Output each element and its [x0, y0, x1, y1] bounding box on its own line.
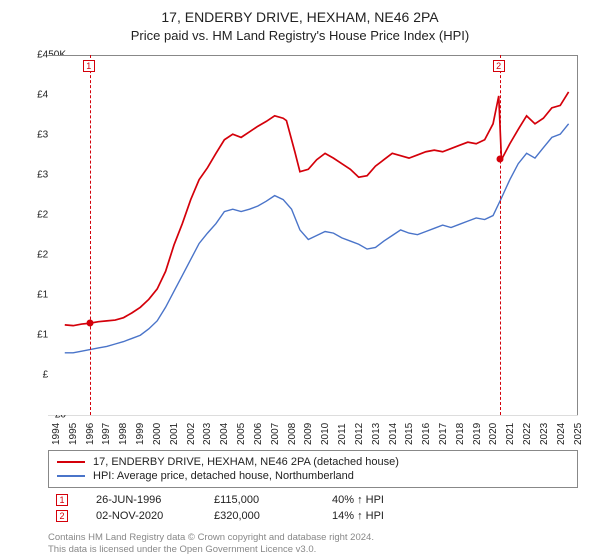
marker-chip: 1: [56, 494, 68, 506]
marker-row: 1 26-JUN-1996 £115,000 40% ↑ HPI: [48, 492, 578, 508]
chart-container: 17, ENDERBY DRIVE, HEXHAM, NE46 2PA Pric…: [0, 0, 600, 560]
marker-table: 1 26-JUN-1996 £115,000 40% ↑ HPI 2 02-NO…: [48, 492, 578, 524]
marker-date: 02-NOV-2020: [96, 510, 186, 522]
footer: Contains HM Land Registry data © Crown c…: [48, 532, 578, 556]
chart-title: 17, ENDERBY DRIVE, HEXHAM, NE46 2PA: [0, 0, 600, 26]
marker-date: 26-JUN-1996: [96, 494, 186, 506]
x-tick-label: 2021: [505, 423, 516, 445]
marker-price: £115,000: [214, 494, 304, 506]
legend-label: HPI: Average price, detached house, Nort…: [93, 470, 354, 482]
plot-svg: [48, 56, 577, 415]
legend: 17, ENDERBY DRIVE, HEXHAM, NE46 2PA (det…: [48, 450, 578, 488]
marker-row: 2 02-NOV-2020 £320,000 14% ↑ HPI: [48, 508, 578, 524]
x-tick-label: 2013: [371, 423, 382, 445]
y-gridline: [48, 415, 578, 416]
x-tick-label: 2001: [169, 423, 180, 445]
x-tick-label: 1995: [68, 423, 79, 445]
x-tick-label: 2011: [337, 423, 348, 445]
x-tick-label: 2000: [152, 423, 163, 445]
marker-chip: 2: [56, 510, 68, 522]
x-tick-label: 1998: [118, 423, 129, 445]
x-tick-label: 2015: [404, 423, 415, 445]
marker-delta: 40% ↑ HPI: [332, 494, 422, 506]
x-tick-label: 1999: [135, 423, 146, 445]
x-tick-label: 2020: [488, 423, 499, 445]
legend-row: HPI: Average price, detached house, Nort…: [57, 469, 569, 483]
x-tick-label: 2019: [472, 423, 483, 445]
x-tick-label: 2018: [455, 423, 466, 445]
x-tick-label: 2007: [270, 423, 281, 445]
x-tick-label: 2003: [202, 423, 213, 445]
marker-point: [496, 156, 503, 163]
marker-price: £320,000: [214, 510, 304, 522]
marker-flag: 2: [493, 60, 505, 72]
series-line-price_paid: [65, 92, 569, 326]
chart-subtitle: Price paid vs. HM Land Registry's House …: [0, 26, 600, 43]
x-tick-label: 2016: [421, 423, 432, 445]
marker-flag: 1: [83, 60, 95, 72]
x-tick-label: 2017: [438, 423, 449, 445]
series-line-hpi: [65, 124, 569, 353]
x-tick-label: 2004: [219, 423, 230, 445]
marker-vline: [90, 55, 91, 415]
footer-line: This data is licensed under the Open Gov…: [48, 544, 578, 556]
x-tick-label: 1997: [101, 423, 112, 445]
x-tick-label: 2009: [303, 423, 314, 445]
marker-vline: [500, 55, 501, 415]
legend-label: 17, ENDERBY DRIVE, HEXHAM, NE46 2PA (det…: [93, 456, 399, 468]
legend-swatch: [57, 461, 85, 463]
marker-delta: 14% ↑ HPI: [332, 510, 422, 522]
x-tick-label: 2012: [354, 423, 365, 445]
x-tick-label: 2005: [236, 423, 247, 445]
legend-swatch: [57, 475, 85, 477]
footer-line: Contains HM Land Registry data © Crown c…: [48, 532, 578, 544]
legend-row: 17, ENDERBY DRIVE, HEXHAM, NE46 2PA (det…: [57, 455, 569, 469]
marker-point: [86, 320, 93, 327]
x-tick-label: 2023: [539, 423, 550, 445]
x-tick-label: 1996: [85, 423, 96, 445]
x-tick-label: 2025: [573, 423, 584, 445]
x-tick-label: 2006: [253, 423, 264, 445]
plot-area: [48, 55, 578, 415]
x-tick-label: 2008: [287, 423, 298, 445]
x-tick-label: 2010: [320, 423, 331, 445]
x-tick-label: 1994: [51, 423, 62, 445]
x-tick-label: 2022: [522, 423, 533, 445]
x-tick-label: 2024: [556, 423, 567, 445]
x-tick-label: 2002: [186, 423, 197, 445]
x-tick-label: 2014: [388, 423, 399, 445]
